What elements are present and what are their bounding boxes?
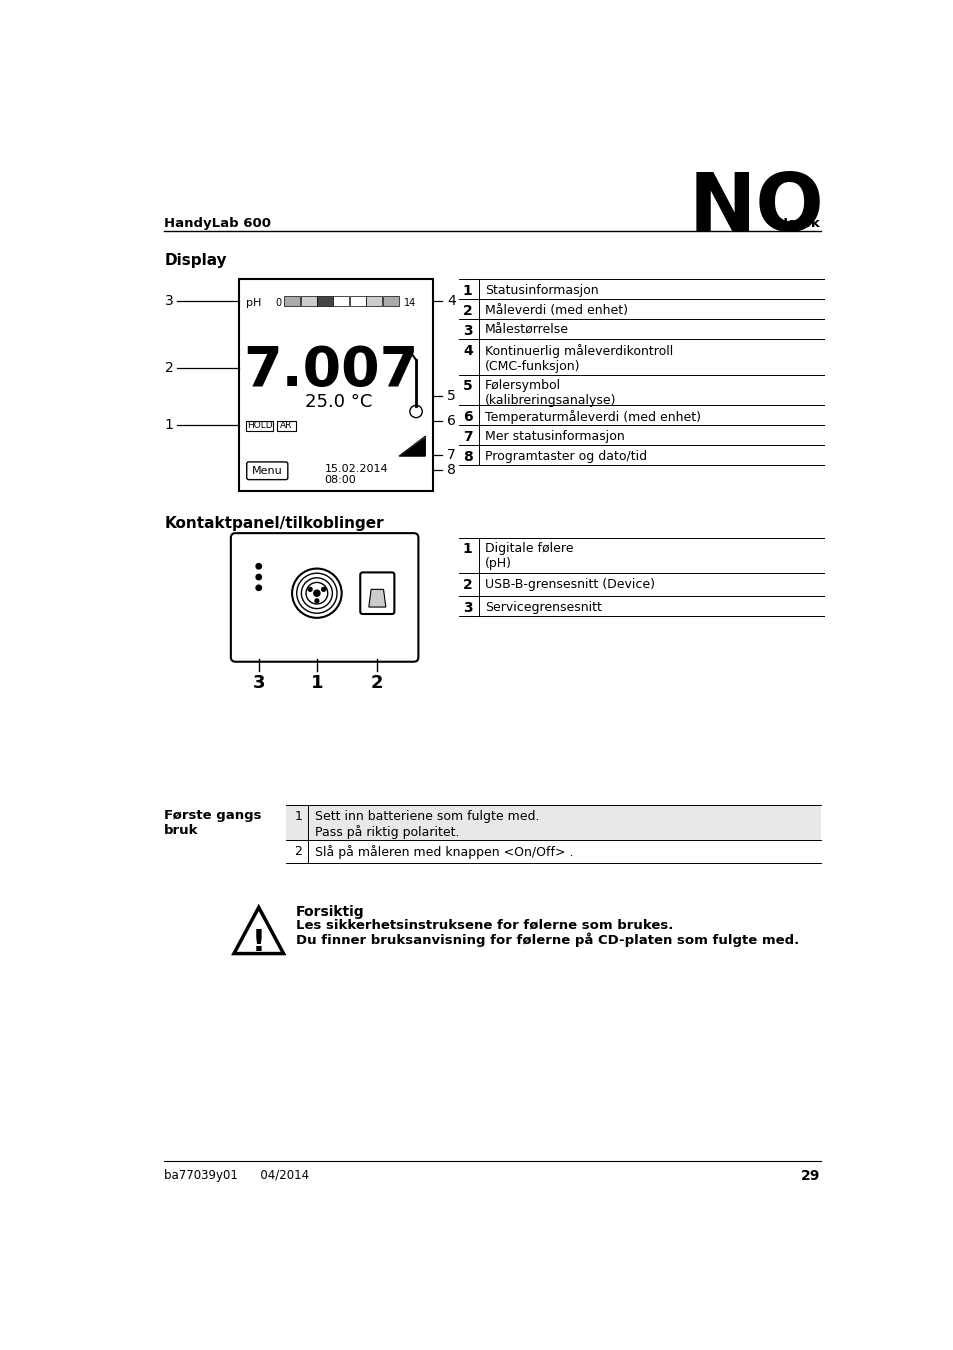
Text: HOLD: HOLD <box>247 421 272 429</box>
Bar <box>284 296 300 306</box>
Text: 08:00: 08:00 <box>324 475 356 486</box>
Text: Display: Display <box>164 252 227 267</box>
Text: 4: 4 <box>462 344 472 358</box>
Circle shape <box>255 574 261 579</box>
Text: Kontaktpanel/tilkoblinger: Kontaktpanel/tilkoblinger <box>164 516 383 531</box>
Text: 5: 5 <box>462 379 472 393</box>
Text: 7: 7 <box>447 448 456 462</box>
Text: 5: 5 <box>447 389 456 404</box>
Text: Målestørrelse: Målestørrelse <box>484 324 568 336</box>
Circle shape <box>255 585 261 590</box>
Text: 6: 6 <box>462 410 472 424</box>
FancyBboxPatch shape <box>247 462 288 479</box>
Text: Sett inn batteriene som fulgte med.
Pass på riktig polaritet.: Sett inn batteriene som fulgte med. Pass… <box>314 810 538 838</box>
Text: Følersymbol
(kalibreringsanalyse): Følersymbol (kalibreringsanalyse) <box>484 379 616 408</box>
Text: Du finner bruksanvisning for følerne på CD-platen som fulgte med.: Du finner bruksanvisning for følerne på … <box>295 931 799 946</box>
Text: 3: 3 <box>165 293 173 308</box>
Text: Norsk: Norsk <box>776 217 820 231</box>
Polygon shape <box>400 437 423 455</box>
Circle shape <box>314 590 319 597</box>
Text: ba77039y01      04/2014: ba77039y01 04/2014 <box>164 1169 309 1183</box>
Text: 7.007: 7.007 <box>243 344 418 398</box>
Text: AR: AR <box>280 421 293 429</box>
Circle shape <box>321 587 325 591</box>
Text: Forsiktig: Forsiktig <box>295 904 364 919</box>
Bar <box>382 296 398 306</box>
Text: Statusinformasjon: Statusinformasjon <box>484 284 598 297</box>
Text: 1: 1 <box>294 810 302 822</box>
Text: 14: 14 <box>403 297 416 308</box>
Bar <box>316 296 333 306</box>
Text: 3: 3 <box>253 674 265 693</box>
Text: !: ! <box>252 929 265 957</box>
Text: 2: 2 <box>462 304 472 317</box>
Text: 29: 29 <box>801 1169 820 1183</box>
Text: Digitale følere
(pH): Digitale følere (pH) <box>484 543 573 571</box>
Text: 2: 2 <box>462 578 472 591</box>
Text: 3: 3 <box>462 324 472 338</box>
Text: 1: 1 <box>311 674 323 693</box>
Text: 0: 0 <box>274 297 281 308</box>
Circle shape <box>314 599 318 603</box>
Bar <box>300 296 316 306</box>
Text: 4: 4 <box>447 293 456 308</box>
Text: 2: 2 <box>294 845 302 859</box>
Text: NO: NO <box>688 170 823 247</box>
Circle shape <box>301 578 332 609</box>
Text: Menu: Menu <box>252 466 282 475</box>
Circle shape <box>292 568 341 618</box>
Text: 1: 1 <box>165 418 173 432</box>
FancyBboxPatch shape <box>231 533 418 662</box>
Text: 8: 8 <box>447 463 456 477</box>
Text: HandyLab 600: HandyLab 600 <box>164 217 271 231</box>
Text: 2: 2 <box>165 360 173 374</box>
Text: 25.0 °C: 25.0 °C <box>305 393 372 410</box>
Circle shape <box>410 405 422 417</box>
Text: Programtaster og dato/tid: Programtaster og dato/tid <box>484 450 646 463</box>
Text: Mer statusinformasjon: Mer statusinformasjon <box>484 429 624 443</box>
Text: Servicegrensesnitt: Servicegrensesnitt <box>484 601 601 614</box>
Bar <box>350 296 366 306</box>
Text: Les sikkerhetsinstruksene for følerne som brukes.: Les sikkerhetsinstruksene for følerne so… <box>295 919 673 931</box>
Text: Slå på måleren med knappen <On/Off> .: Slå på måleren med knappen <On/Off> . <box>314 845 573 859</box>
Text: USB-B-grensesnitt (Device): USB-B-grensesnitt (Device) <box>484 578 655 591</box>
Text: 2: 2 <box>371 674 383 693</box>
Bar <box>245 421 274 431</box>
Text: Temperaturmåleverdi (med enhet): Temperaturmåleverdi (med enhet) <box>484 410 700 424</box>
Bar <box>366 296 382 306</box>
Bar <box>276 421 295 431</box>
Text: 1: 1 <box>462 543 472 556</box>
FancyBboxPatch shape <box>360 572 394 614</box>
Text: 3: 3 <box>462 601 472 614</box>
Circle shape <box>308 587 312 591</box>
Circle shape <box>296 574 336 613</box>
Bar <box>286 840 820 864</box>
Circle shape <box>306 582 328 603</box>
Polygon shape <box>369 590 385 608</box>
Bar <box>334 296 349 306</box>
Circle shape <box>255 563 261 568</box>
Text: Kontinuerlig måleverdikontroll
(CMC-funksjon): Kontinuerlig måleverdikontroll (CMC-funk… <box>484 344 673 373</box>
Text: 6: 6 <box>447 414 456 428</box>
Text: Måleverdi (med enhet): Måleverdi (med enhet) <box>484 304 627 317</box>
Text: 8: 8 <box>462 450 472 464</box>
Bar <box>239 279 433 491</box>
Bar <box>286 805 820 840</box>
Text: 1: 1 <box>462 284 472 297</box>
Text: 7: 7 <box>462 429 472 444</box>
Text: pH: pH <box>245 297 261 308</box>
Text: Første gangs
bruk: Første gangs bruk <box>164 809 261 837</box>
Polygon shape <box>233 907 283 953</box>
Text: 15.02.2014: 15.02.2014 <box>324 464 388 474</box>
